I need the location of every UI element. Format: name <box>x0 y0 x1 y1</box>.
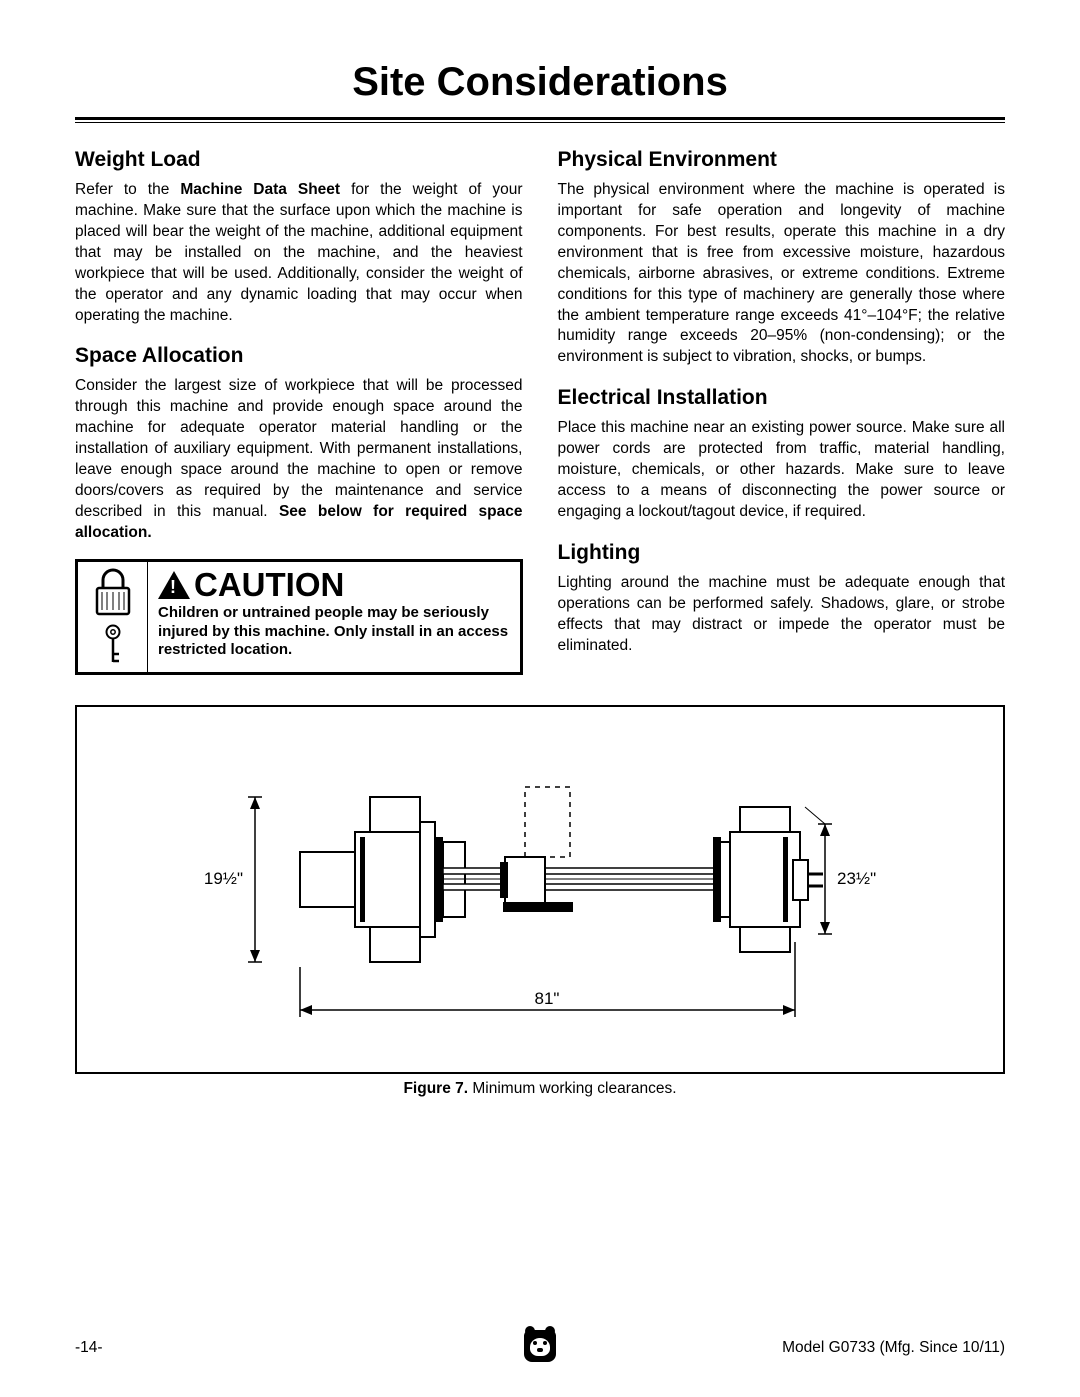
heading-electrical-installation: Electrical Installation <box>558 386 1006 410</box>
model-info: Model G0733 (Mfg. Since 10/11) <box>782 1339 1005 1357</box>
caution-icon-cell <box>78 562 148 672</box>
page-footer: -14- Model G0733 (Mfg. Since 10/11) <box>75 1339 1005 1357</box>
text-span: Refer to the <box>75 181 180 198</box>
caution-body-text: Children or untrained people may be seri… <box>158 604 510 660</box>
key-icon <box>102 624 124 666</box>
caution-box: CAUTION Children or untrained people may… <box>75 559 523 675</box>
clearance-diagram: 19½" 23½" 81" <box>125 742 955 1042</box>
dim-bottom-text: 81" <box>535 989 560 1008</box>
page-number: -14- <box>75 1339 103 1357</box>
para-weight-load: Refer to the Machine Data Sheet for the … <box>75 180 523 326</box>
caution-header: CAUTION <box>158 566 510 604</box>
bold-span: Machine Data Sheet <box>180 181 340 198</box>
dim-left-text: 19½" <box>204 869 243 888</box>
footer-logo <box>524 1330 556 1367</box>
padlock-icon <box>91 568 135 618</box>
figure-box: 19½" 23½" 81" <box>75 705 1005 1074</box>
title-rule <box>75 117 1005 123</box>
para-space-allocation: Consider the largest size of workpiece t… <box>75 376 523 543</box>
left-column: Weight Load Refer to the Machine Data Sh… <box>75 148 523 675</box>
dim-right-text: 23½" <box>837 869 876 888</box>
bear-icon <box>524 1330 556 1362</box>
heading-weight-load: Weight Load <box>75 148 523 172</box>
para-electrical-installation: Place this machine near an existing powe… <box>558 418 1006 523</box>
para-physical-environment: The physical environment where the machi… <box>558 180 1006 368</box>
figure-caption: Figure 7. Minimum working clearances. <box>75 1080 1005 1098</box>
para-lighting: Lighting around the machine must be adeq… <box>558 573 1006 657</box>
figure-label: Figure 7. <box>403 1080 468 1097</box>
right-column: Physical Environment The physical enviro… <box>558 148 1006 675</box>
caution-word: CAUTION <box>194 566 344 604</box>
heading-physical-environment: Physical Environment <box>558 148 1006 172</box>
text-span: Consider the largest size of workpiece t… <box>75 377 523 520</box>
figure-caption-text: Minimum working clearances. <box>468 1080 676 1097</box>
two-column-layout: Weight Load Refer to the Machine Data Sh… <box>75 148 1005 675</box>
warning-triangle-icon <box>158 571 190 599</box>
page-title: Site Considerations <box>75 60 1005 105</box>
heading-space-allocation: Space Allocation <box>75 344 523 368</box>
heading-lighting: Lighting <box>558 541 1006 565</box>
text-span: for the weight of your machine. Make sur… <box>75 181 523 324</box>
caution-text-cell: CAUTION Children or untrained people may… <box>148 562 520 672</box>
